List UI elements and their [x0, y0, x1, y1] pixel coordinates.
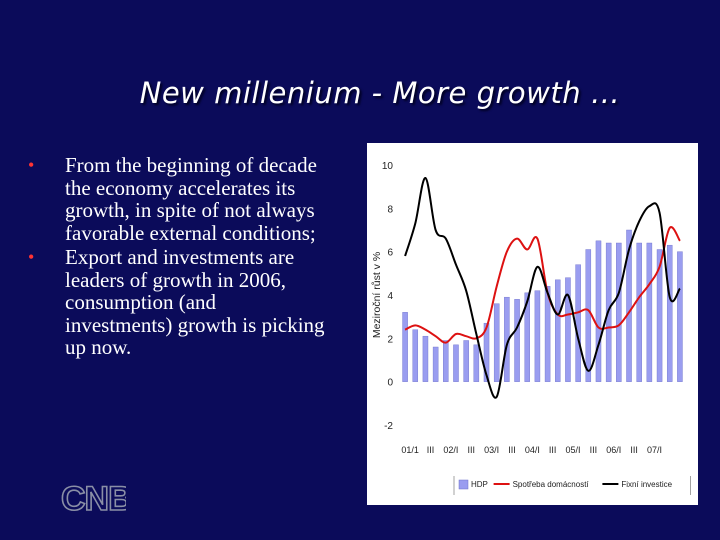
bullet-marker: •: [28, 247, 35, 267]
bullet-text: Export and investments are leaders of gr…: [65, 245, 325, 359]
bar-hdp: [666, 244, 673, 382]
bar-hdp: [473, 344, 480, 382]
x-tick-label: 01/1: [401, 445, 419, 455]
legend-label: HDP: [471, 480, 488, 489]
bar-hdp: [636, 242, 642, 382]
bar-hdp: [555, 279, 561, 382]
x-tick-label: III: [549, 445, 557, 455]
y-tick-label: 4: [387, 291, 393, 302]
bar-hdp: [656, 249, 663, 382]
chart-legend: HDP Spotřeba domácností Fixní investice: [453, 476, 691, 495]
legend-label: Fixní investice: [621, 480, 672, 489]
bar-hdp: [626, 229, 632, 382]
bar-hdp: [646, 242, 653, 382]
bar-hdp: [585, 249, 592, 382]
bar-hdp: [422, 335, 429, 382]
bar-hdp: [402, 312, 408, 382]
bar-hdp: [595, 240, 602, 382]
x-tick-label: 06/I: [606, 445, 621, 455]
bar-hdp: [463, 340, 469, 382]
bullet-item: • Export and investments are leaders of …: [26, 246, 326, 359]
x-tick-label: 07/I: [647, 445, 662, 455]
cnb-logo-mark: CNB: [60, 479, 134, 519]
x-tick-label: 02/I: [443, 445, 458, 455]
x-tick-label: 03/I: [484, 445, 499, 455]
bar-hdp: [412, 329, 419, 382]
y-tick-label: 10: [382, 161, 394, 172]
bullet-text: From the beginning of decade the economy…: [65, 153, 317, 245]
bar-hdp: [677, 251, 683, 382]
growth-chart: Meziroční růst v % -2 0 2 4 6 8 10 01/1 III 02/I II…: [371, 161, 691, 495]
legend-label: Spotřeba domácností: [513, 480, 590, 489]
bullet-marker: •: [28, 155, 35, 175]
chart-panel: Meziroční růst v % -2 0 2 4 6 8 10 01/1 III 02/I II…: [367, 143, 698, 505]
bullet-list: • From the beginning of decade the econo…: [26, 154, 326, 361]
x-tick-label: 05/I: [566, 445, 581, 455]
cnb-logo-text: CNB: [61, 480, 126, 516]
y-axis-label: Meziroční růst v %: [371, 252, 383, 338]
x-tick-label: 04/I: [525, 445, 540, 455]
bar-hdp: [432, 346, 439, 382]
legend-swatch-hdp: [458, 479, 469, 490]
y-tick-label: 6: [387, 248, 393, 259]
x-tick-label: III: [467, 445, 475, 455]
cnb-logo: CNB: [60, 476, 134, 521]
bar-hdp: [483, 322, 490, 382]
bullet-item: • From the beginning of decade the econo…: [26, 154, 326, 244]
bar-hdp: [616, 242, 622, 382]
bar-hdp: [443, 340, 449, 382]
y-tick-label: 2: [387, 334, 393, 345]
line-spotreba-domacnosti: [404, 226, 681, 344]
bar-hdp: [514, 299, 520, 382]
y-tick-label: 0: [387, 378, 393, 389]
bar-hdp: [544, 286, 551, 382]
y-tick-label: 8: [387, 204, 393, 215]
x-tick-label: III: [630, 445, 638, 455]
bar-hdp: [524, 292, 530, 382]
slide-title: New millenium - More growth …: [139, 76, 621, 110]
bar-hdp: [534, 290, 541, 382]
x-tick-label: III: [427, 445, 435, 455]
line-fixni-investice: [404, 176, 681, 399]
bar-hdp: [575, 264, 581, 382]
x-tick-label: III: [508, 445, 516, 455]
bar-hdp: [453, 344, 459, 382]
bar-hdp: [565, 277, 571, 382]
x-tick-label: III: [590, 445, 598, 455]
bar-hdp: [493, 303, 500, 382]
y-tick-label: -2: [384, 421, 393, 432]
